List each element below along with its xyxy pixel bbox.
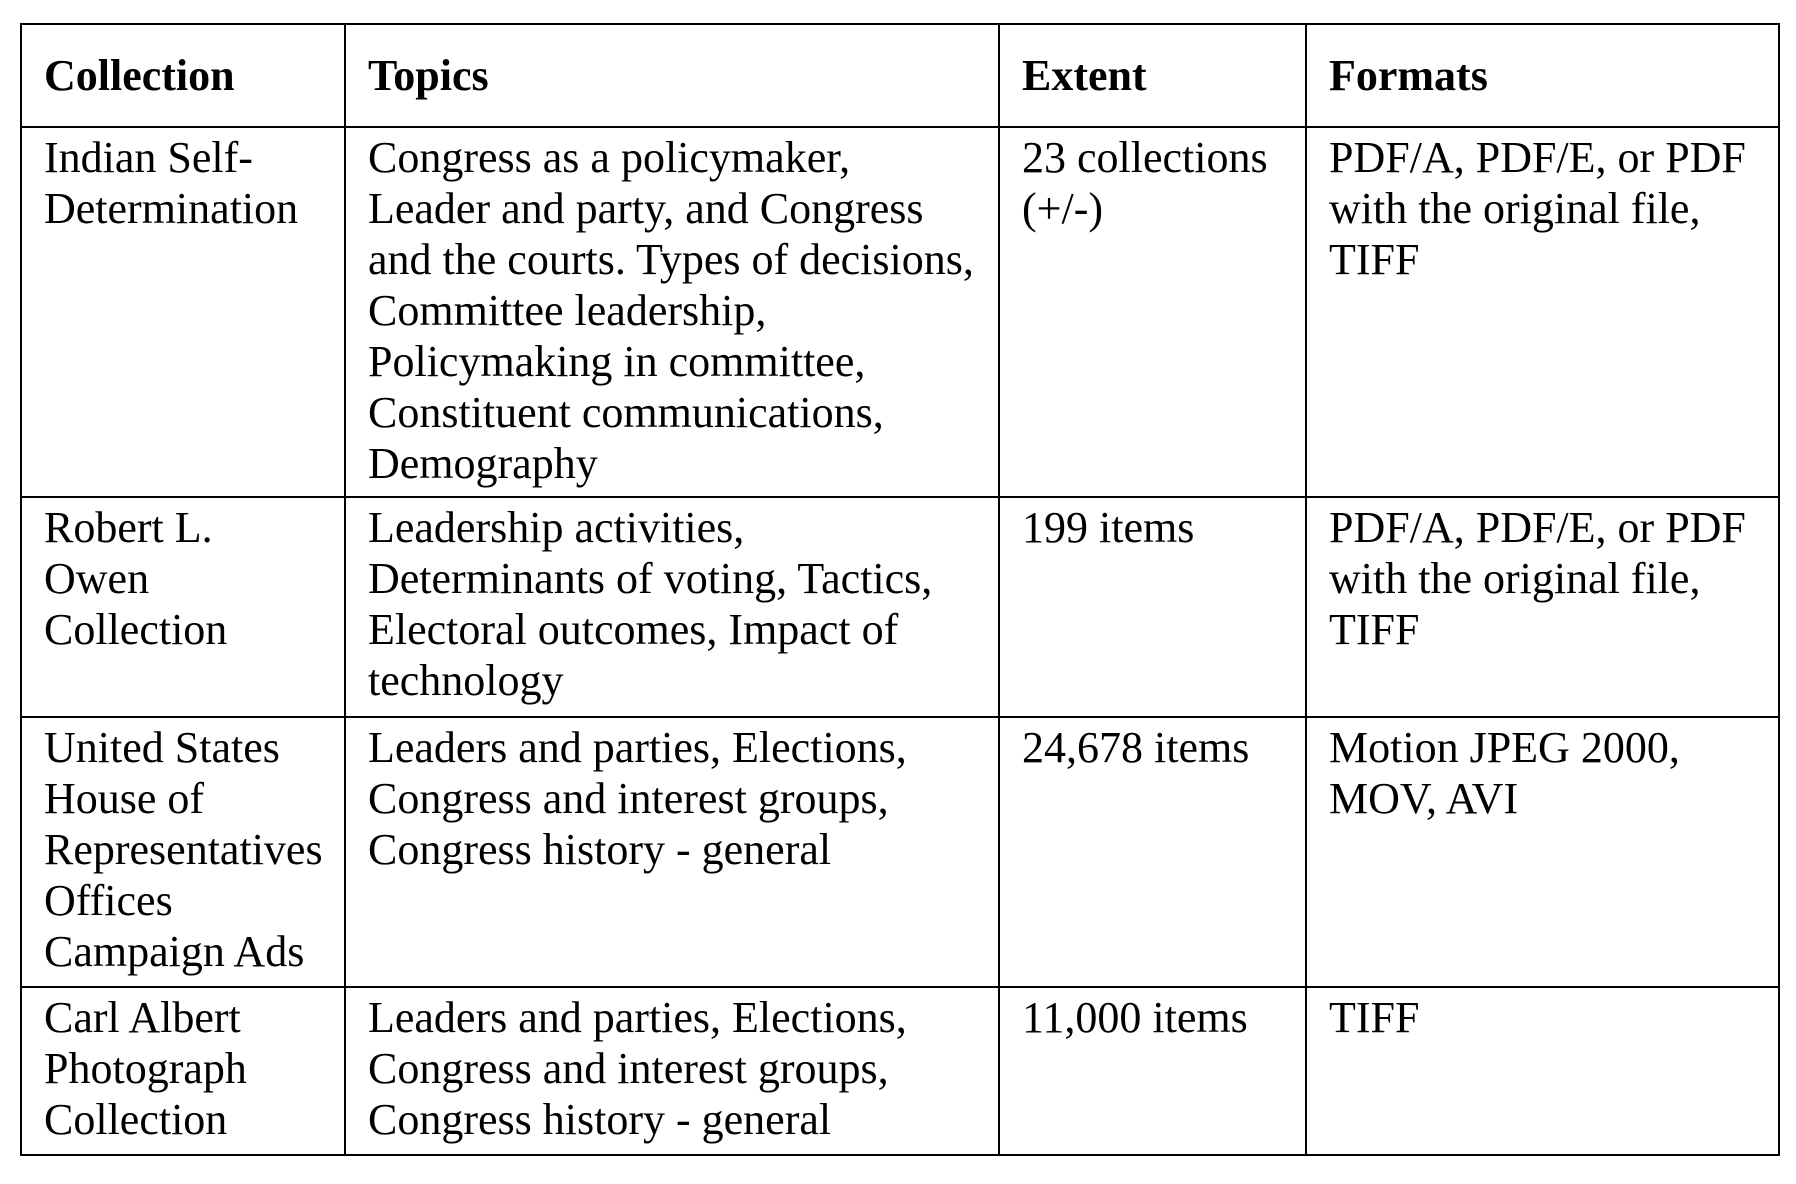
cell-collection: Indian Self-Determination — [20, 126, 346, 498]
table-row: Robert L. Owen Collection Leadership act… — [20, 496, 1780, 718]
cell-formats: TIFF — [1305, 986, 1780, 1156]
cell-extent: 199 items — [998, 496, 1307, 718]
cell-topics: Leaders and parties, Elections, Congress… — [344, 716, 1000, 988]
cell-collection: Carl Albert Photograph Collection — [20, 986, 346, 1156]
cell-topics: Leaders and parties, Elections, Congress… — [344, 986, 1000, 1156]
cell-extent: 23 collections (+/-) — [998, 126, 1307, 498]
cell-collection: United States House of Representatives O… — [20, 716, 346, 988]
header-collection: Collection — [20, 23, 346, 128]
cell-formats: Motion JPEG 2000, MOV, AVI — [1305, 716, 1780, 988]
cell-formats: PDF/A, PDF/E, or PDF with the original f… — [1305, 126, 1780, 498]
header-extent: Extent — [998, 23, 1307, 128]
collections-table: Collection Topics Extent Formats Indian … — [20, 23, 1780, 1156]
cell-topics: Congress as a policymaker, Leader and pa… — [344, 126, 1000, 498]
header-topics: Topics — [344, 23, 1000, 128]
cell-formats: PDF/A, PDF/E, or PDF with the original f… — [1305, 496, 1780, 718]
header-row: Collection Topics Extent Formats — [20, 23, 1780, 128]
cell-extent: 11,000 items — [998, 986, 1307, 1156]
table-row: Carl Albert Photograph Collection Leader… — [20, 986, 1780, 1156]
cell-extent: 24,678 items — [998, 716, 1307, 988]
header-formats: Formats — [1305, 23, 1780, 128]
table-row: Indian Self-Determination Congress as a … — [20, 126, 1780, 498]
cell-topics: Leadership activities, Determinants of v… — [344, 496, 1000, 718]
table-header: Collection Topics Extent Formats — [20, 23, 1780, 128]
table-row: United States House of Representatives O… — [20, 716, 1780, 988]
table-body: Indian Self-Determination Congress as a … — [20, 126, 1780, 1156]
cell-collection: Robert L. Owen Collection — [20, 496, 346, 718]
